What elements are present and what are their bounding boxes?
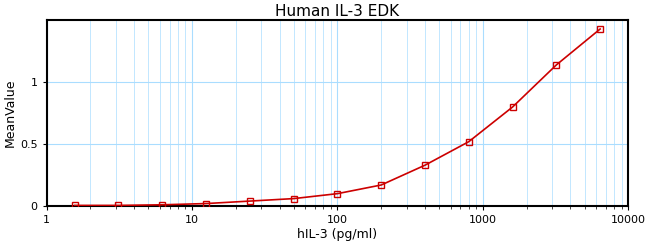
X-axis label: hIL-3 (pg/ml): hIL-3 (pg/ml): [298, 228, 378, 241]
Y-axis label: MeanValue: MeanValue: [4, 79, 17, 147]
Title: Human IL-3 EDK: Human IL-3 EDK: [276, 4, 400, 19]
